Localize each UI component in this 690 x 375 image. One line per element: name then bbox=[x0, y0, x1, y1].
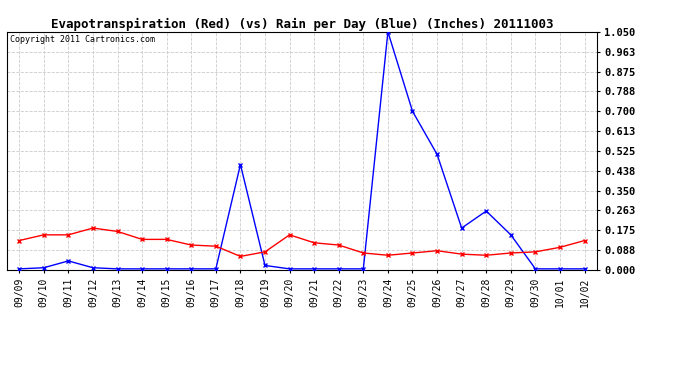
Title: Evapotranspiration (Red) (vs) Rain per Day (Blue) (Inches) 20111003: Evapotranspiration (Red) (vs) Rain per D… bbox=[50, 18, 553, 31]
Text: Copyright 2011 Cartronics.com: Copyright 2011 Cartronics.com bbox=[10, 36, 155, 45]
